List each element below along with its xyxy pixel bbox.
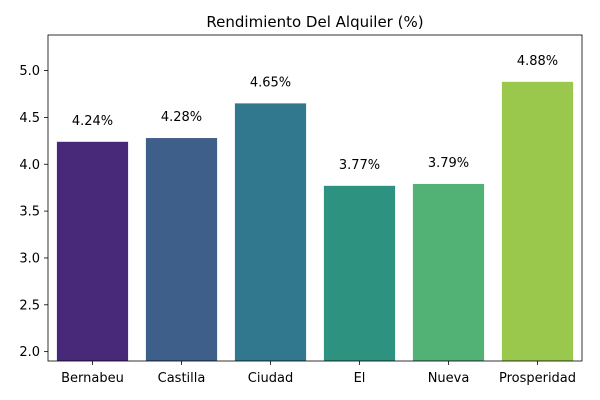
bar-value-label: 3.77%: [339, 158, 380, 173]
bar-castilla: [145, 138, 218, 361]
plot-area: 4.24% Bernabeu 4.28% Castilla 4.65% Ciudad 3.7…: [19, 34, 583, 386]
axes-frame: [47, 34, 583, 362]
bar-bernabeu: [56, 141, 129, 361]
y-tick-label: 4.5: [19, 111, 40, 126]
chart-title: Rendimiento Del Alquiler (%): [206, 13, 423, 31]
bar-value-label: 3.79%: [428, 156, 469, 171]
x-tick-label: Castilla: [158, 371, 206, 386]
bar-value-label: 4.65%: [250, 75, 291, 90]
bar-ciudad: [234, 103, 307, 361]
bar-prosperidad: [501, 81, 574, 361]
bar-value-label: 4.88%: [517, 54, 558, 69]
x-tick-label: Prosperidad: [499, 371, 576, 386]
bar-value-label: 4.24%: [72, 114, 113, 129]
x-tick-label: Ciudad: [248, 371, 293, 386]
y-tick-label: 4.0: [19, 158, 40, 173]
y-tick-label: 3.5: [19, 205, 40, 220]
x-tick-label: El: [354, 371, 366, 386]
x-tick-label: Bernabeu: [61, 371, 124, 386]
x-tick-label: Nueva: [428, 371, 470, 386]
bar-nueva: [412, 183, 485, 361]
y-tick-label: 5.0: [19, 64, 40, 79]
y-tick-label: 2.5: [19, 298, 40, 313]
bar-el: [323, 185, 396, 361]
y-tick-label: 2.0: [19, 345, 40, 360]
y-tick-label: 3.0: [19, 251, 40, 266]
bar-value-label: 4.28%: [161, 110, 202, 125]
